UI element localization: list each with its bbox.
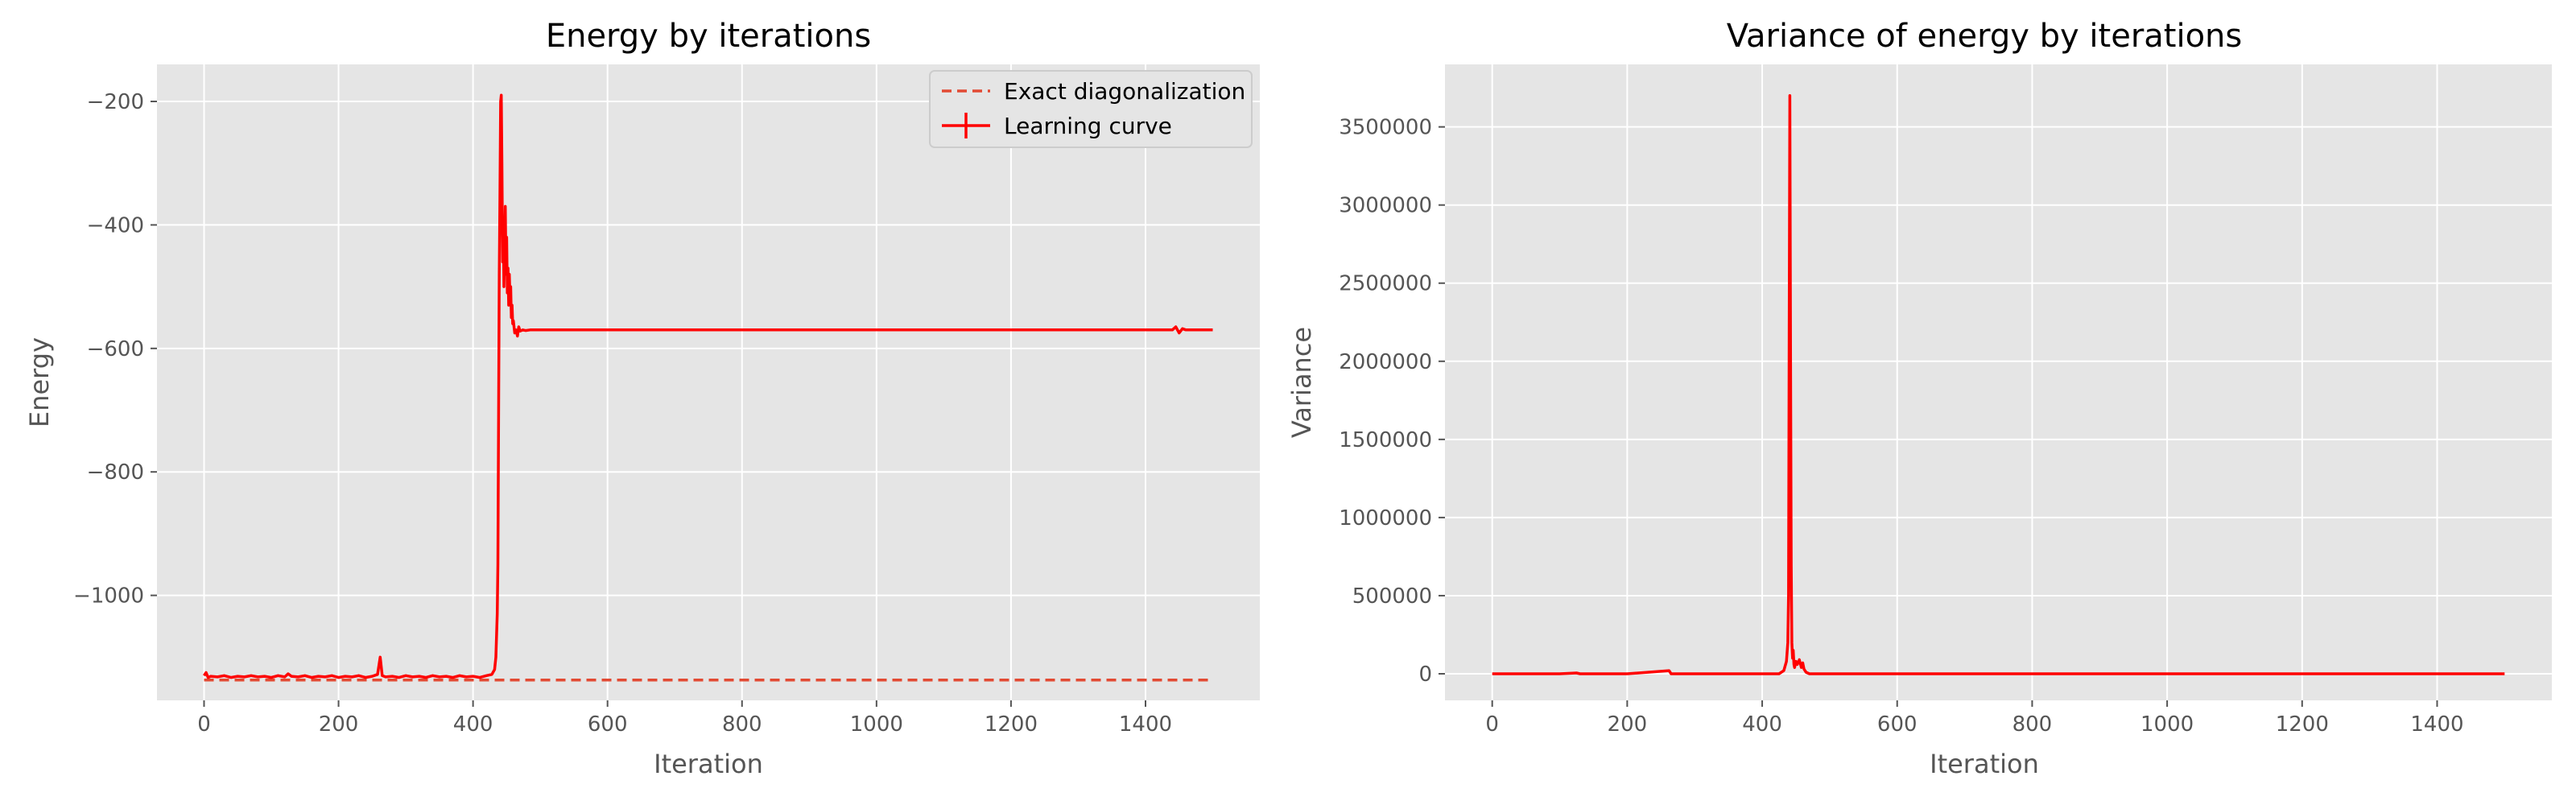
variance-y-tick-label: 500000 [1352,584,1432,609]
variance-y-ticks: 0 500000 1000000 1500000 2000000 2500000 30000… [1339,116,1445,687]
variance-y-tick-label: 2000000 [1339,350,1432,374]
variance-y-tick-label: 3500000 [1339,116,1432,140]
variance-chart-title: Variance of energy by iterations [1727,18,2242,55]
energy-chart: Energy by iterations 0 200 400 600 800 1000 12… [24,18,1260,779]
energy-x-tick-label: 600 [588,712,628,737]
variance-y-tick-label: 1000000 [1339,506,1432,530]
variance-x-tick-label: 1200 [2276,712,2329,737]
variance-y-tick-label: 2500000 [1339,272,1432,296]
variance-x-ticks: 0 200 400 600 800 1000 1200 1400 [1485,700,2464,737]
variance-chart: Variance of energy by iterations 0 200 400… [1286,18,2552,779]
energy-chart-title: Energy by iterations [546,18,871,55]
variance-x-tick-label: 600 [1877,712,1918,737]
variance-x-tick-label: 400 [1742,712,1782,737]
learning-curve-line [203,93,1213,679]
energy-x-tick-label: 800 [722,712,762,737]
variance-y-axis-label: Variance [1286,327,1317,438]
energy-series [203,93,1213,682]
energy-x-tick-label: 1000 [850,712,903,737]
energy-legend: Exact diagonalization Learning curve [929,70,1253,148]
energy-x-tick-label: 200 [319,712,359,737]
energy-x-axis-label: Iteration [654,749,763,779]
energy-x-tick-label: 1200 [985,712,1038,737]
energy-x-tick-label: 0 [197,712,211,737]
energy-y-tick-label: −600 [87,337,144,361]
energy-x-tick-label: 1400 [1119,712,1172,737]
energy-x-tick-label: 400 [453,712,493,737]
energy-y-tick-label: −200 [87,90,144,114]
energy-y-tick-label: −400 [87,213,144,237]
variance-x-tick-label: 1000 [2140,712,2194,737]
energy-y-ticks: −1000 −800 −600 −400 −200 [73,90,157,609]
legend-learning-label: Learning curve [1004,113,1172,139]
variance-x-tick-label: 200 [1608,712,1648,737]
energy-y-tick-label: −800 [87,460,144,485]
variance-x-tick-label: 0 [1485,712,1499,737]
energy-x-ticks: 0 200 400 600 800 1000 1200 1400 [197,700,1172,737]
variance-y-tick-label: 1500000 [1339,428,1432,452]
energy-y-tick-label: −1000 [73,584,144,609]
energy-y-axis-label: Energy [24,337,55,427]
variance-x-axis-label: Iteration [1930,749,2039,779]
variance-x-tick-label: 800 [2013,712,2053,737]
variance-y-tick-label: 3000000 [1339,194,1432,218]
variance-x-tick-label: 1400 [2410,712,2463,737]
variance-line [1492,94,2505,675]
variance-plot-area [1445,64,2552,700]
energy-plot-area [157,64,1260,700]
legend-box [929,70,1253,148]
variance-series [1492,94,2505,675]
legend-exact-label: Exact diagonalization [1004,78,1245,105]
variance-y-tick-label: 0 [1418,663,1432,687]
